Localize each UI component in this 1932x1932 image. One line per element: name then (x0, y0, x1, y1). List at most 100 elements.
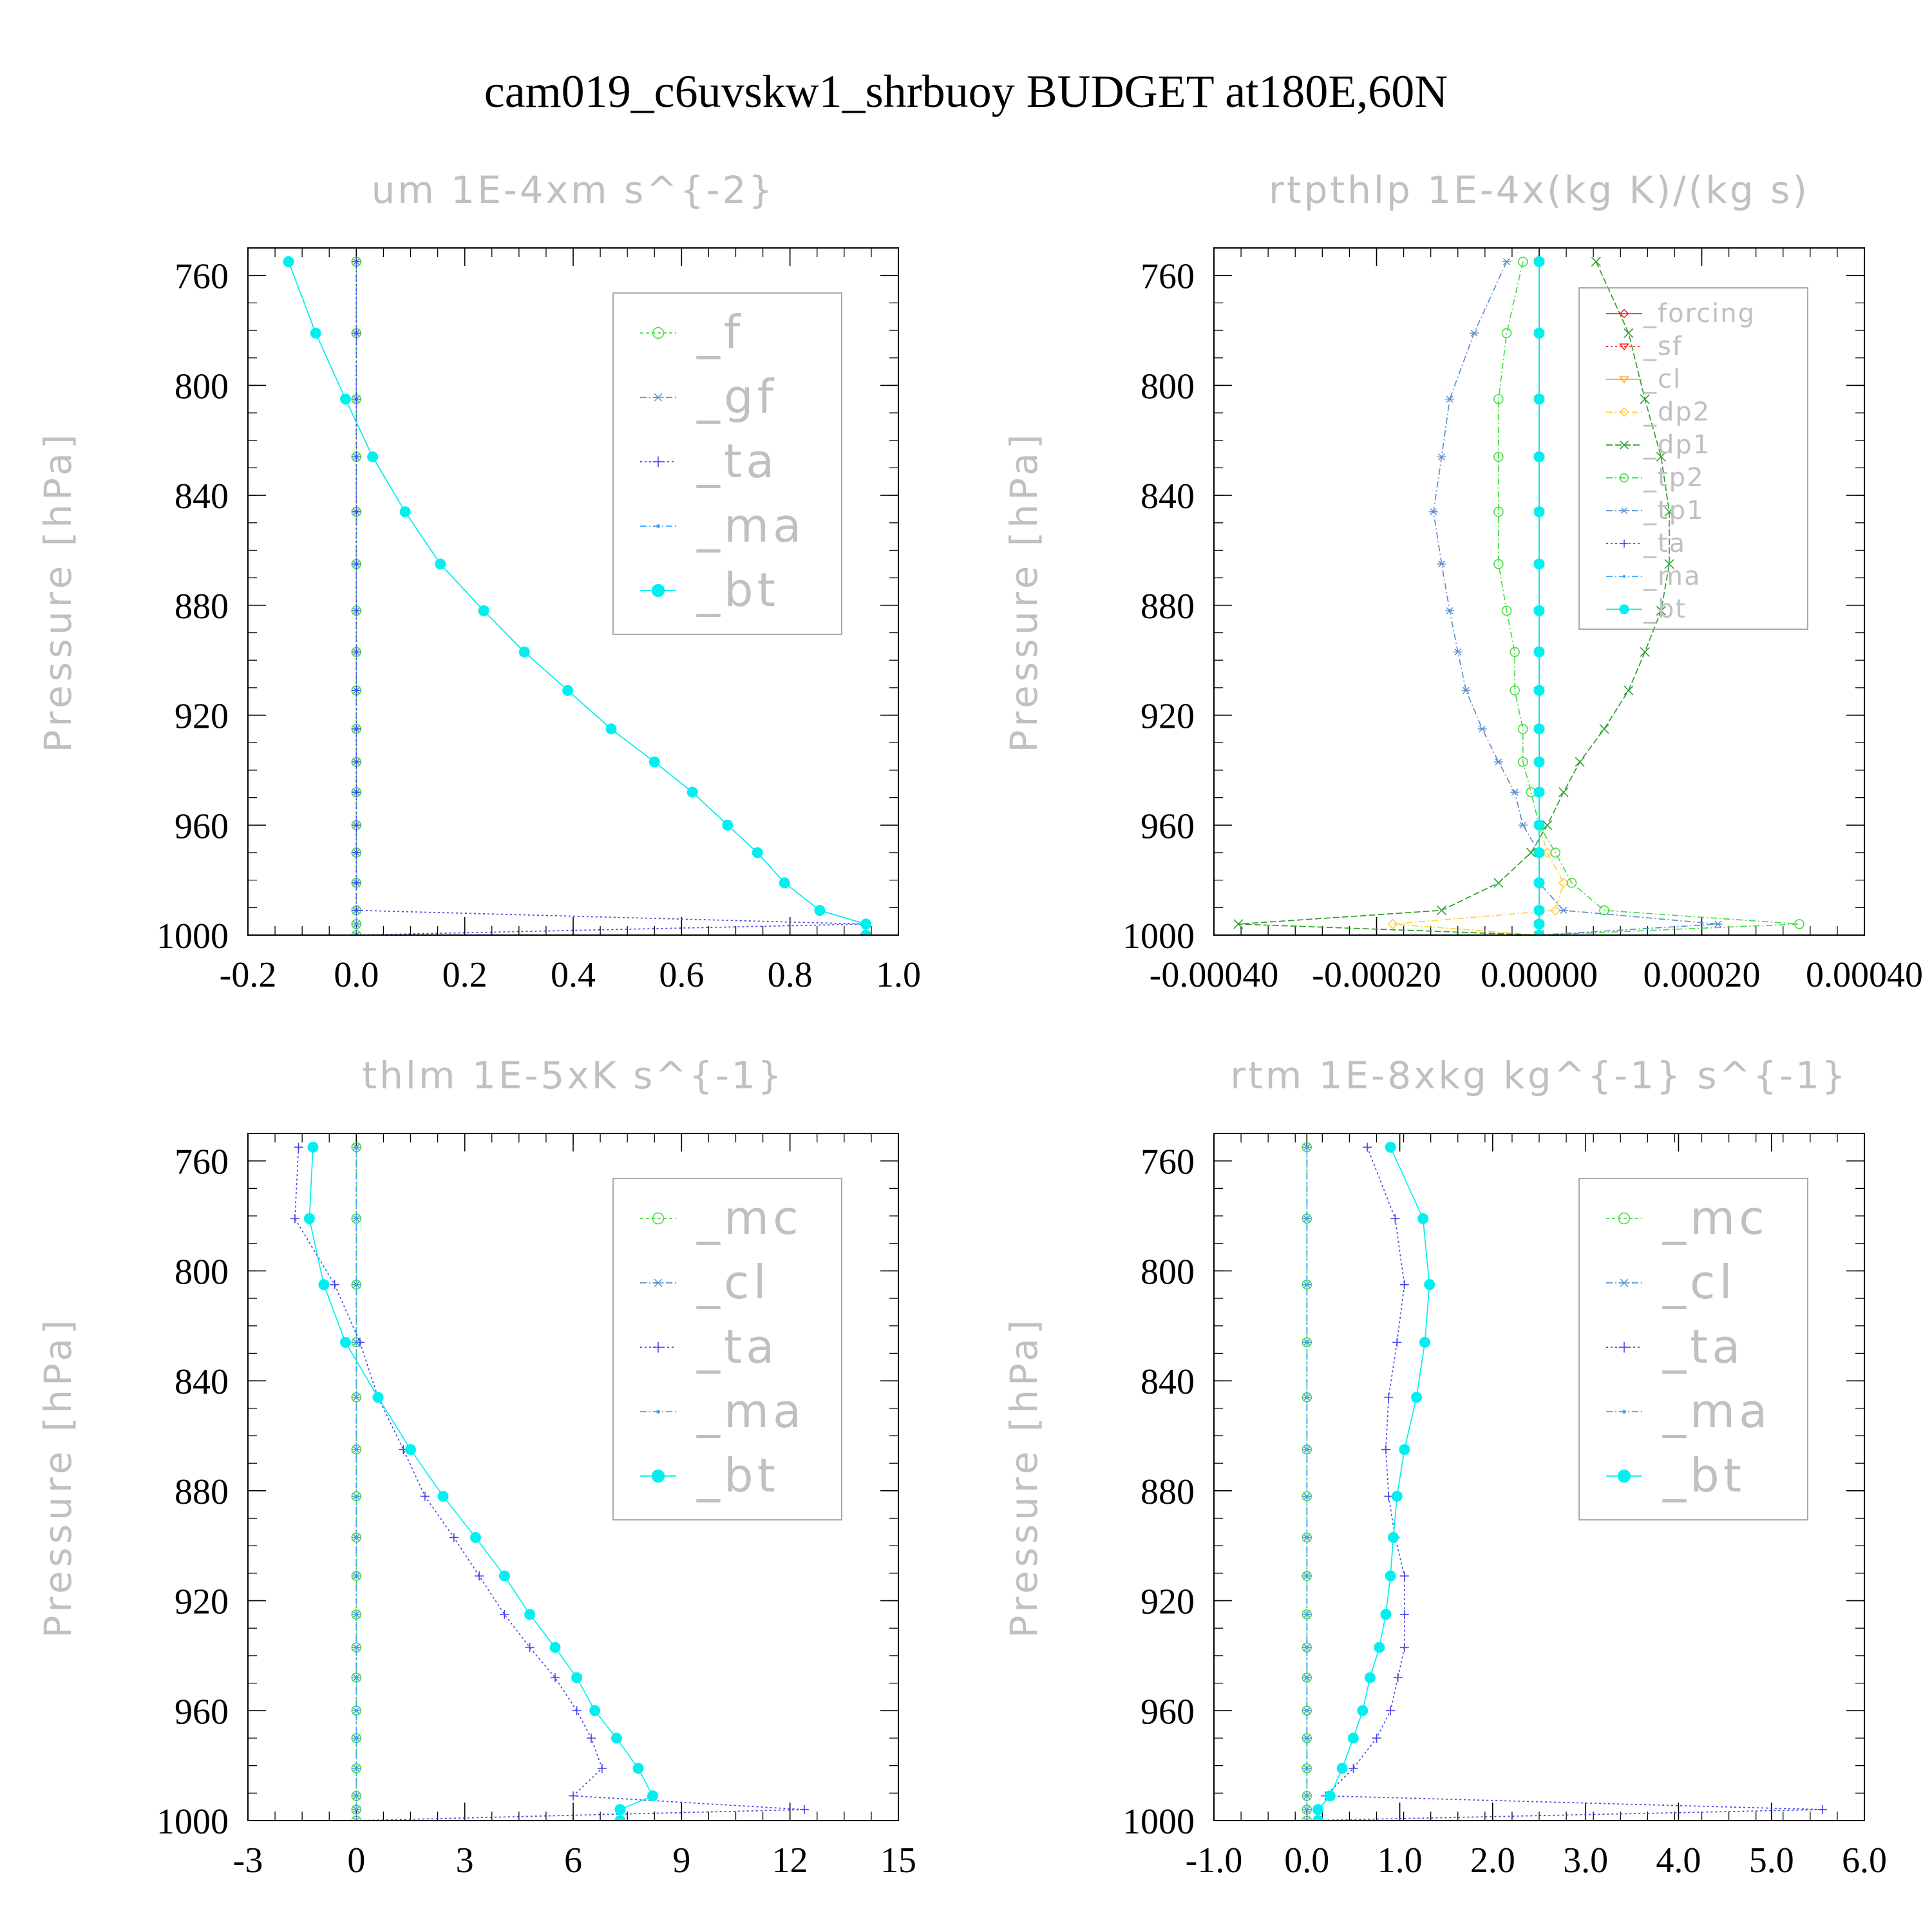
data-point-ma (1305, 1736, 1309, 1740)
data-point-ta (1392, 1338, 1402, 1347)
legend-label: _bt (1643, 594, 1687, 624)
data-point-ta (550, 1673, 560, 1683)
series-line-tp1 (1433, 261, 1718, 935)
data-point-bt (1533, 393, 1545, 405)
x-tick-label: 0.0 (1284, 1841, 1329, 1880)
data-point-ma (1305, 1145, 1309, 1149)
y-tick-label: 800 (175, 366, 229, 406)
data-point-ma (1305, 1340, 1309, 1344)
data-point-bt (647, 1790, 658, 1802)
data-point-ma (1305, 1794, 1309, 1798)
y-axis-label: Pressure [hPa] (1002, 1316, 1046, 1638)
data-point-ma (354, 1448, 358, 1452)
series-line-bt (288, 261, 867, 935)
y-tick-label: 880 (1141, 587, 1195, 627)
data-point-bt (1347, 1732, 1359, 1744)
data-point-tp1 (1470, 329, 1479, 337)
data-point-tp1 (1518, 821, 1528, 829)
x-tick-label: -1.0 (1186, 1841, 1243, 1880)
data-point-bt (470, 1531, 481, 1543)
y-tick-label: 920 (175, 697, 229, 737)
data-point-bt (1533, 918, 1545, 930)
data-point-tp2 (1493, 506, 1504, 517)
legend-marker (1620, 539, 1629, 548)
data-point-ta (420, 1492, 430, 1501)
data-point-ta (569, 1791, 578, 1801)
x-tick-label: 3.0 (1563, 1841, 1608, 1880)
y-tick-label: 960 (175, 806, 229, 846)
y-tick-label: 880 (1141, 1472, 1195, 1512)
data-point-tp2 (1599, 905, 1609, 916)
data-point-ma (354, 1645, 358, 1649)
legend-label: _ma (696, 498, 805, 553)
data-point-bt (1411, 1392, 1423, 1403)
data-point-bt (283, 256, 294, 267)
y-tick-label: 960 (175, 1692, 229, 1732)
plot-area (283, 256, 871, 935)
data-point-tp1 (1713, 920, 1723, 928)
data-point-tp2 (1493, 451, 1504, 462)
legend-marker (656, 524, 660, 528)
x-tick-label: 0.4 (551, 955, 596, 995)
data-point-ta (1363, 1142, 1372, 1152)
data-point-ma (354, 1574, 358, 1578)
data-point-bt (649, 756, 660, 768)
data-point-tp2 (1517, 757, 1528, 767)
data-point-bt (405, 1444, 416, 1455)
data-point-dp2 (1550, 905, 1561, 916)
data-point-ma (354, 1709, 358, 1712)
x-tick-label: 0.6 (659, 955, 704, 995)
plot-area (1302, 1141, 1828, 1821)
data-point-tp1 (1502, 258, 1511, 265)
plot-frame (247, 1133, 899, 1821)
series-line-tp2 (1498, 261, 1800, 935)
y-tick-label: 760 (1141, 1142, 1195, 1182)
data-point-bt (518, 646, 530, 658)
legend-marker (1619, 343, 1629, 351)
data-point-ta (1386, 1706, 1396, 1716)
data-point-ta (352, 878, 361, 887)
y-tick-label: 800 (1141, 1252, 1195, 1292)
data-point-tp1 (1445, 395, 1455, 403)
data-point-ma (354, 1808, 358, 1812)
data-point-ma (1305, 1645, 1309, 1649)
data-point-ta (1818, 1804, 1828, 1814)
x-tick-label: 0 (347, 1841, 365, 1880)
data-point-bt (307, 1141, 319, 1153)
legend: _mc _cl _ta _ma _bt (612, 1178, 842, 1520)
data-point-bt (1385, 1570, 1396, 1582)
legend-label: _cl (696, 1255, 770, 1309)
data-point-bt (1336, 1763, 1348, 1774)
data-point-ta (800, 1804, 810, 1814)
y-tick-label: 760 (175, 257, 229, 297)
series-line-dp1 (1238, 261, 1670, 935)
x-tick-label: 3 (456, 1841, 474, 1880)
y-tick-label: 760 (1141, 257, 1195, 297)
x-tick-label: 6 (564, 1841, 582, 1880)
legend-marker (652, 1278, 664, 1287)
data-point-tp2 (1550, 848, 1561, 858)
data-point-tp1 (1493, 758, 1503, 766)
legend: _f _gf _ta _ma _bt (612, 292, 842, 635)
y-tick-label: 1000 (1122, 1802, 1195, 1842)
data-point-gf (352, 920, 361, 928)
data-point-tp2 (1510, 685, 1520, 696)
data-point-tp2 (1517, 256, 1528, 267)
data-point-bt (1533, 646, 1545, 658)
data-point-ta (1349, 1763, 1358, 1773)
data-point-tp1 (1453, 648, 1463, 656)
legend-label: _tp1 (1643, 496, 1705, 526)
data-point-bt (1357, 1705, 1368, 1716)
data-point-tp2 (1501, 605, 1512, 616)
data-point-ta (352, 820, 361, 830)
data-point-bt (614, 1804, 626, 1815)
data-point-dp1 (1624, 328, 1634, 338)
x-tick-label: 15 (880, 1841, 916, 1880)
data-point-bt (1533, 877, 1545, 889)
y-tick-label: 800 (175, 1252, 229, 1292)
x-tick-label: 9 (672, 1841, 690, 1880)
data-point-ma (1305, 1766, 1309, 1770)
data-point-bt (435, 558, 446, 570)
legend-box (1578, 1178, 1808, 1520)
